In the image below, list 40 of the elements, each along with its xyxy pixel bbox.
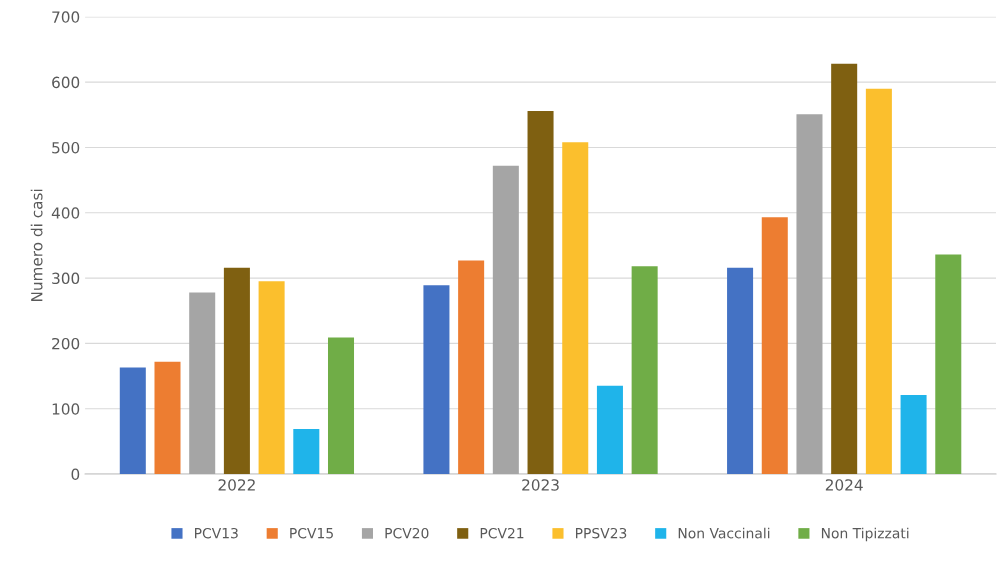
bar <box>935 254 962 475</box>
bar <box>189 292 216 475</box>
bar <box>596 385 623 475</box>
bar <box>831 63 858 475</box>
bar <box>527 110 554 475</box>
bar <box>258 281 285 475</box>
bar <box>631 266 658 475</box>
bar <box>458 260 485 475</box>
y-tick-label: 100 <box>52 403 80 415</box>
legend-label: Non Vaccinali <box>678 527 770 539</box>
legend-label: PCV15 <box>290 527 333 539</box>
legend-label: PCV21 <box>480 527 524 539</box>
bar <box>492 165 519 475</box>
bar <box>562 142 589 475</box>
bar <box>119 367 146 475</box>
legend-label: PCV20 <box>385 527 429 539</box>
bar <box>865 88 892 475</box>
bar <box>327 337 355 475</box>
x-tick-label: 2024 <box>825 479 863 491</box>
bar <box>223 267 250 475</box>
bar <box>761 217 788 475</box>
bar <box>727 267 754 475</box>
legend-label: PPSV23 <box>576 527 627 539</box>
bar <box>900 395 927 475</box>
bar <box>423 285 450 475</box>
x-tick-label: 2023 <box>522 479 559 491</box>
y-tick-label: 300 <box>52 272 80 285</box>
y-tick-label: 600 <box>52 76 80 89</box>
bar <box>154 361 181 475</box>
y-tick-label: 500 <box>52 141 80 154</box>
y-axis-title: Numero di casi <box>30 189 43 302</box>
bar <box>796 114 823 475</box>
x-tick-label: 2022 <box>218 479 255 491</box>
y-tick-label: 200 <box>52 337 80 350</box>
legend-label: Non Tipizzati <box>821 527 909 542</box>
y-tick-label: 400 <box>51 207 80 219</box>
bar <box>293 428 320 475</box>
y-tick-label: 700 <box>52 11 80 23</box>
legend-label: PCV13 <box>195 527 238 539</box>
y-tick-label: 0 <box>71 468 80 481</box>
